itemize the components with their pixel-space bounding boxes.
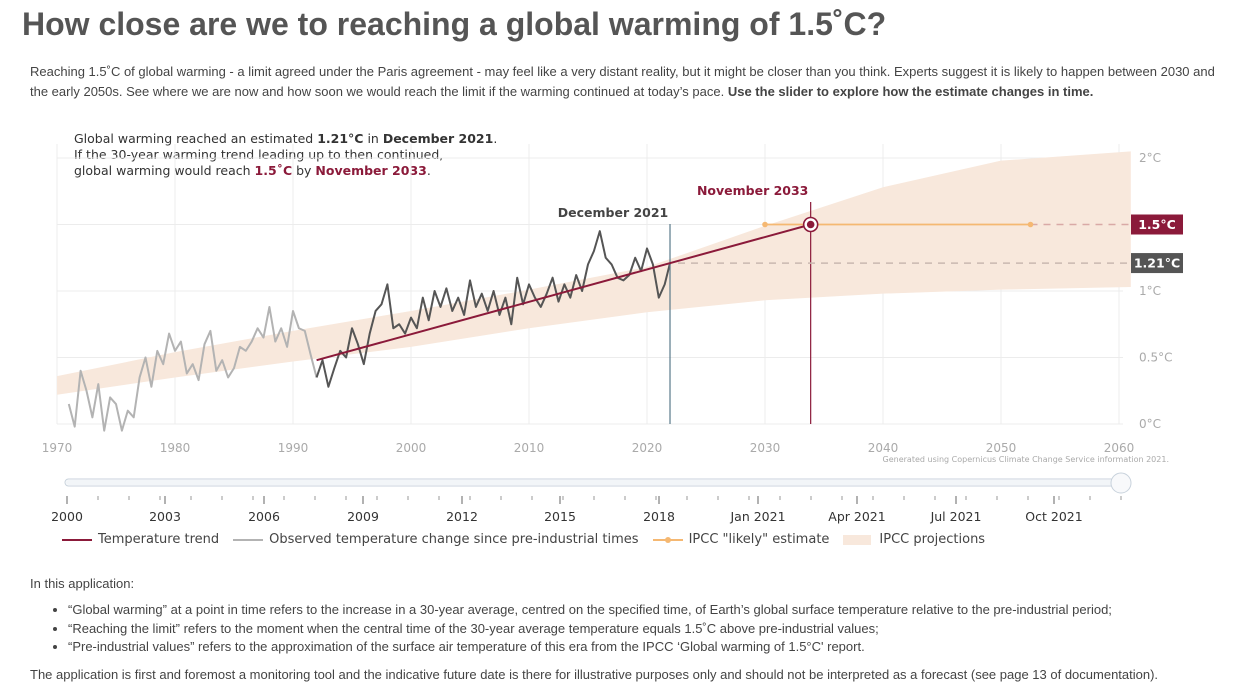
y-tick-label: 0°C	[1139, 417, 1161, 431]
list-item: “Pre-industrial values” refers to the ap…	[68, 638, 1225, 657]
legend-label: IPCC projections	[879, 532, 986, 547]
current-badge-text: 1.21°C	[1134, 256, 1180, 271]
target-date: November 2033	[315, 163, 427, 178]
legend-swatch	[62, 538, 92, 541]
notes-heading: In this application:	[30, 576, 135, 591]
warming-chart: December 2021 November 2033 1970 1980 1990 20…	[42, 144, 1183, 524]
page-title: How close are we to reaching a global wa…	[22, 6, 887, 42]
list-item: “Reaching the limit” refers to the momen…	[68, 620, 1225, 639]
target-marker-dot	[806, 220, 815, 229]
x-tick-label: 2050	[986, 441, 1017, 455]
info-text: global warming would reach	[74, 163, 255, 178]
slider-handle[interactable]	[1110, 472, 1132, 494]
likely-start-marker	[762, 221, 768, 228]
x-tick-label: 2060	[1104, 441, 1135, 455]
trend-line	[316, 223, 811, 362]
y-tick-label: 1°C	[1139, 284, 1161, 298]
slider-tick-label: 2009	[347, 509, 379, 524]
current-badge-bg	[1131, 253, 1183, 274]
info-text: .	[426, 163, 431, 178]
x-tick-label: 1970	[42, 441, 73, 455]
info-text: Global warming reached an estimated	[74, 131, 318, 146]
target-badge-text: 1.5°C	[1138, 217, 1176, 232]
slider-tick-label: 2000	[51, 509, 83, 524]
legend-dot	[664, 536, 671, 543]
intro-paragraph: Reaching 1.5˚C of global warming - a lim…	[30, 62, 1225, 102]
legend-swatch	[843, 534, 872, 545]
slider-tick-label: Apr 2021	[828, 509, 885, 524]
legend-swatch	[233, 538, 264, 541]
legend-swatch	[652, 536, 683, 543]
legend-item: Observed temperature change since pre-in…	[233, 532, 639, 547]
legend-item: Temperature trend	[62, 532, 219, 547]
slider-tick-label: 2012	[446, 509, 478, 524]
slider-tick-label: 2006	[248, 509, 280, 524]
intro-instruction: Use the slider to explore how the estima…	[727, 84, 1094, 99]
slider-tick-label: Jan 2021	[729, 509, 785, 524]
time-slider[interactable]	[64, 472, 1132, 494]
slider-tick-label: 2018	[643, 509, 675, 524]
legend-label: IPCC "likely" estimate	[688, 532, 830, 547]
slider-fill	[66, 480, 1116, 485]
info-text: in	[363, 131, 383, 146]
target-value: 1.5˚C	[254, 163, 293, 178]
target-date-label: November 2033	[697, 183, 808, 198]
observed-series-early	[67, 305, 318, 432]
x-tick-label: 1980	[160, 441, 191, 455]
likely-end-marker	[1027, 221, 1034, 228]
chart-legend: Temperature trend Observed temperature ch…	[62, 532, 999, 547]
observed-series-recent	[315, 230, 671, 388]
info-text: by	[292, 163, 316, 178]
x-tick-label: 2000	[396, 441, 427, 455]
legend-item: IPCC "likely" estimate	[652, 532, 830, 547]
slider-tick-label: Oct 2021	[1025, 509, 1082, 524]
intro-text: Reaching 1.5˚C of global warming - a lim…	[30, 64, 1215, 99]
list-item: “Global warming” at a point in time refe…	[68, 601, 1225, 620]
slider-tick-label: 2015	[544, 509, 576, 524]
current-date: December 2021	[382, 131, 494, 146]
projection-band	[57, 151, 1131, 395]
target-badge-bg	[1131, 214, 1183, 235]
x-tick-label: 1990	[278, 441, 309, 455]
x-tick-label: 2030	[750, 441, 781, 455]
x-tick-label: 2020	[632, 441, 663, 455]
disclaimer: The application is first and foremost a …	[30, 666, 1159, 682]
slider-tick-label: 2003	[149, 509, 181, 524]
legend-item: IPCC projections	[843, 532, 985, 547]
x-tick-label: 2010	[514, 441, 545, 455]
notes-section: In this application: “Global warming” at…	[30, 576, 1225, 682]
x-tick-label: 2040	[868, 441, 899, 455]
y-tick-label: 2°C	[1139, 151, 1161, 165]
current-date-label: December 2021	[558, 205, 669, 220]
legend-label: Observed temperature change since pre-in…	[269, 532, 639, 547]
y-tick-label: 0.5°C	[1139, 351, 1172, 365]
info-text: .	[493, 131, 498, 146]
legend-label: Temperature trend	[98, 532, 220, 547]
current-value: 1.21°C	[317, 131, 364, 146]
source-credit: Generated using Copernicus Climate Chang…	[883, 455, 1169, 464]
notes-list: “Global warming” at a point in time refe…	[30, 601, 1225, 657]
slider-tick-label: Jul 2021	[930, 509, 982, 524]
